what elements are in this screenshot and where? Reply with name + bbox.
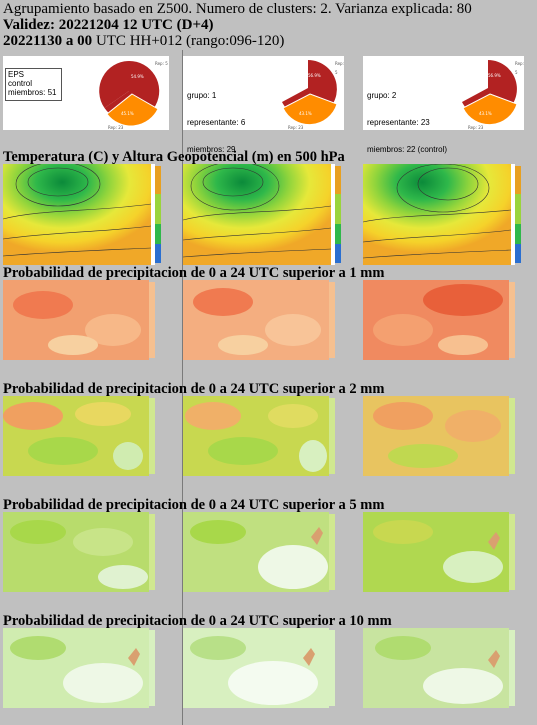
precip-5mm-map-group-1[interactable] bbox=[183, 512, 338, 592]
precip-2mm-map-group-2[interactable] bbox=[363, 396, 518, 476]
cluster-label-1: grupo: 2 bbox=[367, 91, 397, 100]
pie-pct-orange: 45.1% bbox=[121, 111, 134, 116]
precip-10mm-map-group-2[interactable] bbox=[363, 628, 518, 708]
precip-5mm-map-eps[interactable] bbox=[3, 512, 158, 592]
section-title-temp: Temperatura (C) y Altura Geopotencial (m… bbox=[3, 149, 345, 165]
section-title-p1: Probabilidad de precipitacion de 0 a 24 … bbox=[3, 265, 385, 281]
header-line-2: Validez: 20221204 12 UTC (D+4) bbox=[3, 17, 213, 33]
pie-chart bbox=[276, 58, 346, 128]
cluster-label-3: miembros: 29 bbox=[187, 145, 236, 154]
pie-pct-red: 54.9% bbox=[131, 74, 144, 79]
pie-pct-orange: 43.1% bbox=[299, 111, 312, 116]
column-divider bbox=[182, 50, 183, 725]
pie-chart bbox=[96, 58, 166, 128]
precip-5mm-map-group-2[interactable] bbox=[363, 512, 518, 592]
header-line-1: Agrupamiento basado en Z500. Numero de c… bbox=[3, 1, 472, 17]
precip-10mm-map-group-1[interactable] bbox=[183, 628, 338, 708]
run-range: UTC HH+012 (rango:096-120) bbox=[92, 33, 285, 49]
precip-2mm-map-eps[interactable] bbox=[3, 396, 158, 476]
pie-pct-orange: 43.1% bbox=[479, 111, 492, 116]
temp-map-group-2[interactable] bbox=[363, 164, 521, 265]
temp-map-group-1[interactable] bbox=[183, 164, 341, 265]
header-line-3: 20221130 a 00 UTC HH+012 (rango:096-120) bbox=[3, 33, 284, 49]
cluster-label-1: grupo: 1 bbox=[187, 91, 217, 100]
precip-1mm-map-eps[interactable] bbox=[3, 280, 158, 360]
cluster-label-2: representante: 23 bbox=[367, 118, 430, 127]
cluster-label-2: control bbox=[8, 79, 33, 88]
pie-chart bbox=[456, 58, 526, 128]
validity-text: Validez: 20221204 12 UTC (D+4) bbox=[3, 17, 214, 33]
precip-10mm-map-eps[interactable] bbox=[3, 628, 158, 708]
precip-2mm-map-group-1[interactable] bbox=[183, 396, 338, 476]
temp-map-eps[interactable] bbox=[3, 164, 161, 265]
section-title-p2: Probabilidad de precipitacion de 0 a 24 … bbox=[3, 381, 385, 397]
section-title-p10: Probabilidad de precipitacion de 0 a 24 … bbox=[3, 613, 392, 629]
pie-top-label: Rep: 5 bbox=[515, 61, 524, 75]
eps-legend-box: EPS control miembros: 51 bbox=[5, 68, 62, 101]
pie-top-label: Rep: 5 bbox=[155, 61, 168, 66]
cluster-label-1: EPS bbox=[8, 70, 25, 79]
cluster-label-2: representante: 6 bbox=[187, 118, 246, 127]
cluster-card-eps[interactable]: EPS control miembros: 51 Rep: 5 Rep: 23 … bbox=[3, 56, 169, 130]
pie-pct-red: 56.9% bbox=[488, 73, 501, 78]
precip-1mm-map-group-1[interactable] bbox=[183, 280, 338, 360]
pie-top-label: Rep: 5 bbox=[335, 61, 344, 75]
cluster-label-3: miembros: 51 bbox=[8, 88, 57, 97]
pie-bottom-label: Rep: 23 bbox=[288, 125, 304, 130]
cluster-card-1[interactable]: grupo: 1 representante: 6 miembros: 29 R… bbox=[183, 56, 346, 154]
pie-pct-red: 56.9% bbox=[308, 73, 321, 78]
cluster-label-3: miembros: 22 (control) bbox=[367, 145, 448, 154]
section-title-p5: Probabilidad de precipitacion de 0 a 24 … bbox=[3, 497, 385, 513]
run-date: 20221130 a 00 bbox=[3, 33, 93, 49]
pie-bottom-label: Rep: 23 bbox=[108, 125, 124, 130]
cluster-card-2[interactable]: grupo: 2 representante: 23 miembros: 22 … bbox=[363, 56, 526, 154]
pie-bottom-label: Rep: 23 bbox=[468, 125, 484, 130]
precip-1mm-map-group-2[interactable] bbox=[363, 280, 518, 360]
